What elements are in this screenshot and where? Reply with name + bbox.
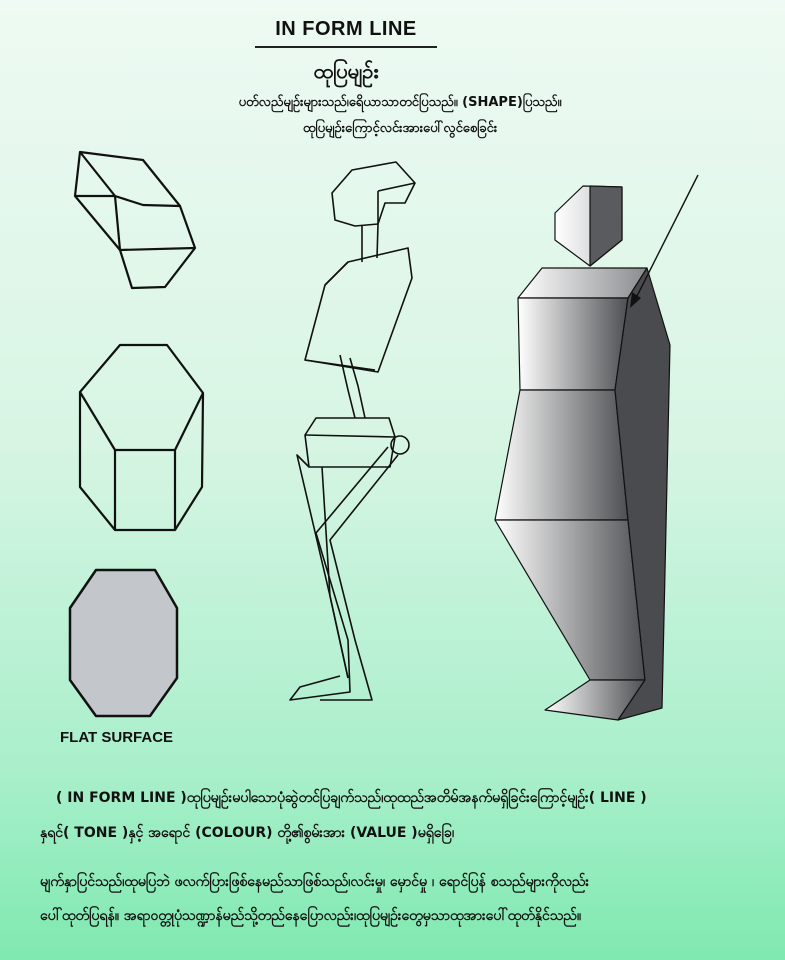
pointer-arrow — [633, 174, 699, 303]
shaded-form-figure — [494, 185, 671, 721]
illustration — [68, 150, 699, 721]
description-line-1: ပတ်လည်မျဉ်းများသည်၊ရေိယာသာတင်ပြသည်။ (SHA… — [238, 95, 562, 110]
description-line-2: ထုပြမျဉ်းကြောင့်လင်းအားပေါ်လွင်စေခြင်း — [302, 121, 498, 136]
body-line-2: နှရင်( TONE )နှင့် အရောင် (COLOUR) တို့၏… — [40, 825, 455, 841]
line-figure — [289, 161, 416, 701]
tilted-prism — [73, 150, 197, 290]
arrowhead-icon — [630, 292, 641, 308]
page-title: IN FORM LINE — [275, 18, 417, 40]
upright-prism — [78, 343, 205, 532]
body-line-3: မျက်နှာပြင်သည်၊ထုမပြဘဲ ဖလက်ပြားဖြစ်နေမည်… — [40, 874, 590, 890]
flat-surface-octagon — [68, 568, 179, 718]
body-line-4: ပေါ်ထုတ်ပြရန်။ အရာဝတ္တုပုံသဏ္ဍာန်မည်သို့… — [40, 908, 582, 924]
flat-surface-label: FLAT SURFACE — [60, 729, 174, 746]
body-line-1: ( IN FORM LINE )ထုပြမျဉ်းမပါသောပုံဆွဲတင်… — [56, 790, 647, 806]
page-subtitle: ထုပြမျဉ်း — [313, 59, 379, 83]
title-underline — [255, 46, 437, 48]
